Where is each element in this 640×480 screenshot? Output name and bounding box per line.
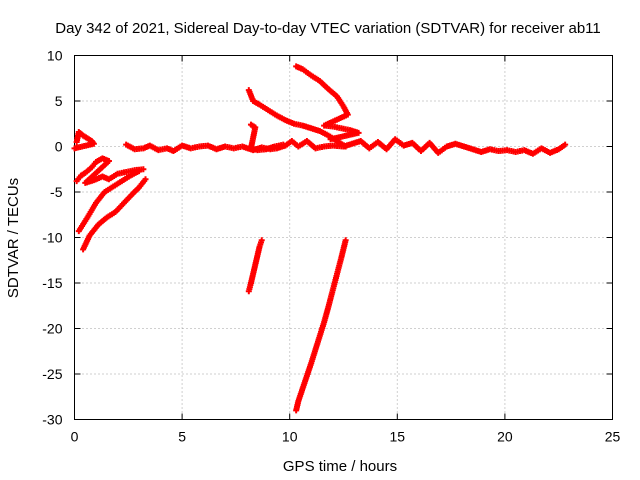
y-tick-label: 10 [47,48,63,64]
y-tick-label: -5 [50,184,63,200]
x-tick-label: 0 [71,429,79,445]
y-tick-label: -15 [42,275,62,291]
data-point [142,176,149,183]
data-point [280,141,287,148]
x-tick-label: 5 [178,429,186,445]
y-axis-label: SDTVAR / TECUs [5,178,22,298]
y-tick-label: 0 [55,139,63,155]
data-point [562,141,569,148]
y-tick-label: 5 [55,93,63,109]
data-points [71,63,569,414]
series-rising-arcs-early [73,155,149,253]
x-tick-label: 15 [390,429,406,445]
chart-title: Day 342 of 2021, Sidereal Day-to-day VTE… [55,20,601,37]
series-early-left-arc [71,128,97,152]
data-point [342,237,349,244]
series-near-zero-band [123,136,569,157]
y-tick-label: -20 [42,321,62,337]
x-tick-label: 20 [497,429,513,445]
x-tick-label: 10 [282,429,298,445]
x-axis-label: GPS time / hours [283,458,397,475]
series-high-arc-10-13h [293,63,362,143]
x-tick-label: 25 [605,429,621,445]
data-point [71,145,78,152]
y-tick-label: -30 [42,412,62,428]
data-point [258,237,265,244]
series-descending-arc-8-10h [245,87,349,154]
data-point [136,168,143,175]
data-point [342,143,349,150]
y-tick-label: -10 [42,230,62,246]
axis-ticks: 0 5 10 15 20 25 10 5 0 -5 -10 -15 -20 -25 -30 [42,48,620,445]
y-tick-label: -25 [42,366,62,382]
series-short-dropout-8-9h [245,237,265,295]
series-long-dropout-10-13h [293,237,349,414]
data-point [327,136,334,143]
data-point [140,166,147,173]
